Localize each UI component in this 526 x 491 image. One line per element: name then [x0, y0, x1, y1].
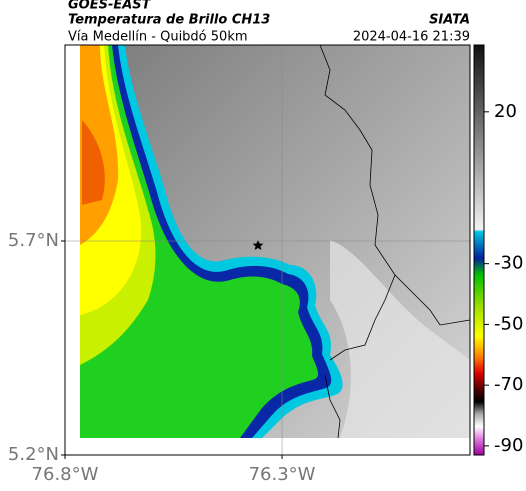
- source: GOES-EAST: [68, 0, 152, 13]
- imagery: [80, 44, 471, 439]
- location-marker: [252, 240, 264, 250]
- colorbar-label: -50: [494, 313, 523, 334]
- subtitle: Vía Medellín - Quibdó 50km: [68, 30, 248, 45]
- header: GOES-EAST Temperatura de Brillo CH13 Vía…: [68, 0, 470, 45]
- agency: SIATA: [429, 13, 470, 28]
- x-tick-label: 76.3°W: [249, 464, 316, 485]
- colorbar: [473, 44, 485, 456]
- y-tick-label: 5.7°N: [8, 230, 59, 251]
- timestamp: 2024-04-16 21:39: [353, 30, 470, 45]
- colorbar-label: -90: [494, 435, 523, 456]
- title: Temperatura de Brillo CH13: [68, 13, 270, 28]
- warm-area: [330, 240, 470, 438]
- colorbar-label: 20: [494, 101, 517, 122]
- cloud-red: [82, 120, 105, 205]
- map-frame: [64, 44, 471, 456]
- cloud-green: [80, 45, 319, 438]
- colorbar-label: -30: [494, 253, 523, 274]
- colorbar-label: -70: [494, 374, 523, 395]
- x-tick-label: 76.8°W: [32, 464, 99, 485]
- y-tick-label: 5.2°N: [8, 444, 59, 465]
- borders: [319, 44, 471, 439]
